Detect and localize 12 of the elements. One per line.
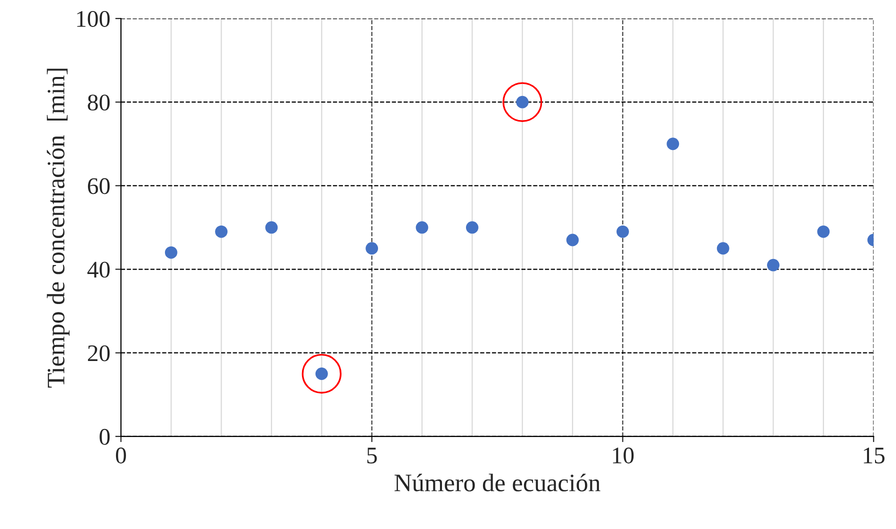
x-tick-label: 15 [864,448,884,464]
y-tick-label: 80 [88,94,110,111]
y-tick-label: 0 [100,428,110,445]
x-tick-label: 10 [612,448,634,464]
x-tick-label: 0 [116,448,126,464]
x-axis-title: Número de ecuación [394,474,600,492]
y-tick-label: 60 [88,178,110,194]
x-tick-label: 5 [367,448,377,464]
y-tick-label: 40 [87,262,110,278]
y-tick-label: 20 [88,345,110,362]
y-axis-title: Tiempo de concentración [min] [46,68,70,388]
y-tick-label: 100 [77,11,110,27]
